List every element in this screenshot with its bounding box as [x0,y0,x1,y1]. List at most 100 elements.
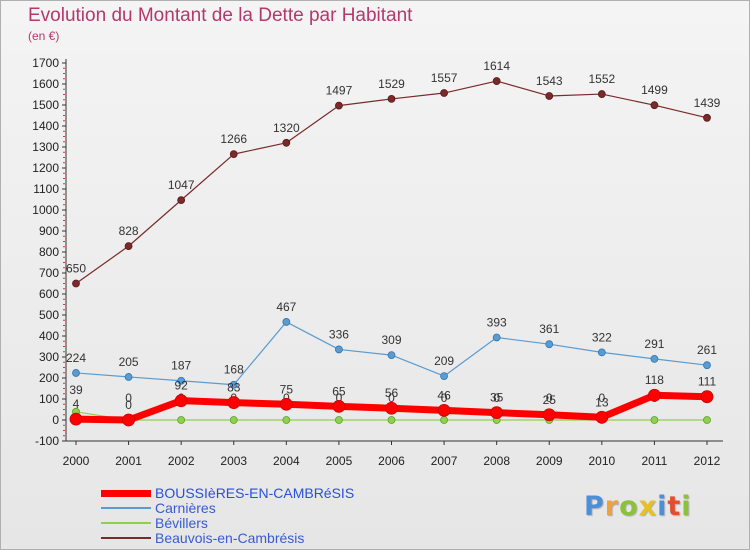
data-label: 0 [125,398,132,412]
data-label: 1557 [431,71,458,85]
data-point [545,340,554,349]
data-label: 0 [493,391,500,405]
data-point [174,394,188,408]
proxiti-logo: Proxiti [584,491,692,522]
x-tick-label: 2004 [273,454,300,468]
legend-swatch [101,522,151,524]
data-label: 336 [329,327,349,341]
data-point [387,416,396,424]
data-point [335,416,343,424]
logo-letter: P [584,491,605,522]
y-tick-label: 1400 [32,119,59,133]
data-point [282,138,291,147]
data-label: 0 [441,391,448,405]
data-label: 111 [698,375,717,389]
legend-swatch [101,489,151,497]
y-tick-label: 700 [39,266,59,280]
y-tick-label: 1500 [32,98,59,112]
y-tick-label: 100 [39,392,59,406]
x-tick-label: 2008 [483,454,510,468]
data-label: 1543 [536,74,563,88]
x-tick-label: 2011 [642,454,668,468]
logo-letter: i [681,491,692,522]
data-label: 0 [388,391,395,405]
data-label: 361 [539,322,559,336]
x-tick-label: 2012 [694,454,721,468]
data-label: 187 [171,359,191,373]
x-tick-label: 2003 [220,454,247,468]
data-point [703,113,711,122]
y-tick-label: 900 [39,224,59,238]
data-point [492,333,501,342]
data-point [385,401,398,415]
data-point [229,150,238,159]
data-label: 224 [66,351,86,365]
data-point [440,89,448,97]
y-tick-label: 1700 [32,56,59,70]
chart-title: Evolution du Montant de la Dette par Hab… [28,5,413,26]
y-tick-label: 200 [39,371,59,385]
data-point [279,397,293,411]
legend-label: Carnières [155,500,216,516]
data-point [124,242,133,251]
data-point [387,351,396,360]
data-point [335,345,343,354]
data-point [703,416,711,424]
data-point [387,95,396,103]
y-tick-label: 300 [39,350,59,364]
logo-letter: i [657,491,668,522]
data-point [69,412,83,426]
data-label: 65 [332,384,346,398]
data-label: 1499 [641,83,668,97]
data-label: 83 [227,381,241,395]
y-tick-label: 400 [39,329,59,343]
y-tick-label: 600 [39,287,59,301]
data-label: 322 [592,330,612,344]
data-point [440,416,448,424]
data-point [332,399,346,413]
x-tick-label: 2010 [588,454,615,468]
data-point [227,396,241,409]
data-point [124,373,133,381]
data-point [490,406,504,420]
data-label: 205 [119,355,139,369]
data-point [437,403,451,417]
data-label: 0 [598,391,605,405]
y-tick-label: 1100 [33,182,59,196]
logo-letter: x [638,491,658,522]
x-tick-label: 2001 [115,454,142,468]
data-point [650,416,659,424]
x-tick-label: 2002 [168,454,195,468]
data-label: 75 [280,382,294,396]
data-point [650,354,659,363]
data-label: 92 [174,379,188,393]
x-tick-label: 2005 [326,454,353,468]
y-tick-label: 1300 [32,140,59,154]
data-label: 650 [66,262,86,276]
data-point [177,416,186,424]
legend-label: Beauvois-en-Cambrésis [155,530,305,546]
logo-letter: o [619,491,639,522]
data-point [229,380,238,389]
data-label: 393 [487,315,507,329]
chart-unit: (en €) [28,29,60,43]
data-point [335,101,343,110]
data-label: 0 [125,391,132,405]
logo-letter: t [667,491,682,522]
data-point [72,279,80,288]
data-point [545,92,554,100]
x-tick-label: 2009 [536,454,563,468]
data-point [282,318,291,326]
data-label: 118 [645,373,664,387]
data-label: 1320 [273,121,300,135]
data-label: 1439 [694,96,721,110]
data-label: 261 [697,343,717,357]
data-label: 1047 [168,178,195,192]
y-tick-label: 0 [52,413,59,427]
data-label: 0 [336,391,343,405]
legend-swatch [101,537,151,539]
data-label: 56 [385,386,399,400]
data-point [229,416,238,424]
data-label: 1552 [588,72,615,86]
